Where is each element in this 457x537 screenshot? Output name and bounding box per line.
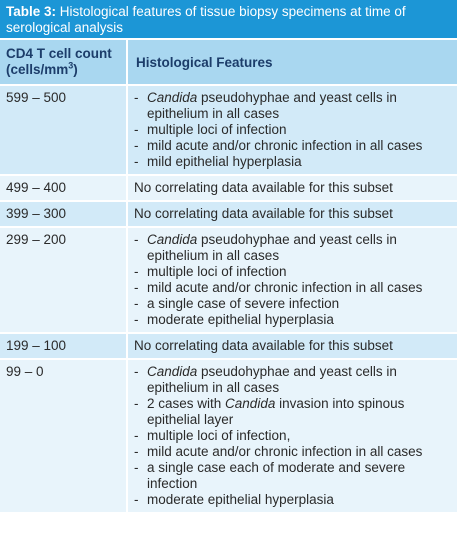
no-data-note: No correlating data available for this s… bbox=[134, 338, 393, 353]
feature-text: multiple loci of infection bbox=[147, 122, 287, 137]
caption-label: Table 3: bbox=[6, 4, 57, 19]
cd4-range-cell: 499 – 400 bbox=[0, 176, 128, 200]
no-data-note: No correlating data available for this s… bbox=[134, 180, 393, 195]
feature-organism: Candida bbox=[147, 232, 198, 247]
feature-text: pseudohyphae and yeast cells in epitheli… bbox=[147, 364, 397, 395]
no-data-note: No correlating data available for this s… bbox=[134, 206, 393, 221]
table-body: 599 – 500Candida pseudohyphae and yeast … bbox=[0, 86, 457, 514]
feature-item: Candida pseudohyphae and yeast cells in … bbox=[134, 232, 451, 264]
feature-list: Candida pseudohyphae and yeast cells in … bbox=[134, 232, 451, 328]
header-cd4-line2: (cells/mm3) bbox=[6, 60, 120, 78]
feature-organism: Candida bbox=[147, 364, 198, 379]
cd4-range-cell: 399 – 300 bbox=[0, 202, 128, 226]
table-row: 199 – 100 No correlating data available f… bbox=[0, 334, 457, 360]
feature-item: 2 cases with Candida invasion into spino… bbox=[134, 396, 451, 428]
header-unit-post: ) bbox=[73, 62, 78, 77]
table-row: 299 – 200Candida pseudohyphae and yeast … bbox=[0, 228, 457, 334]
header-cd4-count: CD4 T cell count (cells/mm3) bbox=[0, 40, 128, 84]
feature-item: multiple loci of infection, bbox=[134, 428, 451, 444]
table-row: 499 – 400 No correlating data available f… bbox=[0, 176, 457, 202]
feature-item: mild acute and/or chronic infection in a… bbox=[134, 444, 451, 460]
table-row: 599 – 500Candida pseudohyphae and yeast … bbox=[0, 86, 457, 176]
feature-item: mild acute and/or chronic infection in a… bbox=[134, 280, 451, 296]
features-cell: Candida pseudohyphae and yeast cells in … bbox=[128, 86, 457, 174]
header-unit-sup: 3 bbox=[68, 60, 74, 71]
header-cd4-line1: CD4 T cell count bbox=[6, 46, 112, 61]
feature-text: mild acute and/or chronic infection in a… bbox=[147, 444, 423, 459]
caption-text: Histological features of tissue biopsy s… bbox=[6, 4, 406, 35]
table-row: 99 – 0Candida pseudohyphae and yeast cel… bbox=[0, 360, 457, 514]
feature-item: mild acute and/or chronic infection in a… bbox=[134, 138, 451, 154]
features-cell: No correlating data available for this s… bbox=[128, 334, 457, 358]
features-cell: Candida pseudohyphae and yeast cells in … bbox=[128, 360, 457, 512]
features-cell: No correlating data available for this s… bbox=[128, 202, 457, 226]
feature-item: moderate epithelial hyperplasia bbox=[134, 492, 451, 508]
feature-item: a single case each of moderate and sever… bbox=[134, 460, 451, 492]
header-unit-pre: (cells/mm bbox=[6, 62, 69, 77]
cd4-range-cell: 599 – 500 bbox=[0, 86, 128, 174]
feature-item: multiple loci of infection bbox=[134, 122, 451, 138]
feature-list: Candida pseudohyphae and yeast cells in … bbox=[134, 90, 451, 170]
feature-text: multiple loci of infection, bbox=[147, 428, 291, 443]
feature-list: Candida pseudohyphae and yeast cells in … bbox=[134, 364, 451, 508]
feature-text: invasion into spinous epithelial layer bbox=[147, 396, 405, 427]
table-row: 399 – 300 No correlating data available f… bbox=[0, 202, 457, 228]
features-cell: Candida pseudohyphae and yeast cells in … bbox=[128, 228, 457, 332]
cd4-range-cell: 99 – 0 bbox=[0, 360, 128, 512]
feature-text: mild acute and/or chronic infection in a… bbox=[147, 138, 423, 153]
feature-item: moderate epithelial hyperplasia bbox=[134, 312, 451, 328]
feature-text: a single case of severe infection bbox=[147, 296, 340, 311]
feature-item: mild epithelial hyperplasia bbox=[134, 154, 451, 170]
feature-organism: Candida bbox=[225, 396, 276, 411]
feature-organism: Candida bbox=[147, 90, 198, 105]
features-cell: No correlating data available for this s… bbox=[128, 176, 457, 200]
feature-text: moderate epithelial hyperplasia bbox=[147, 312, 334, 327]
feature-item: Candida pseudohyphae and yeast cells in … bbox=[134, 90, 451, 122]
cd4-range-cell: 199 – 100 bbox=[0, 334, 128, 358]
feature-text: moderate epithelial hyperplasia bbox=[147, 492, 334, 507]
header-histological-features: Histological Features bbox=[136, 55, 273, 70]
feature-item: multiple loci of infection bbox=[134, 264, 451, 280]
feature-text: pseudohyphae and yeast cells in epitheli… bbox=[147, 90, 397, 121]
feature-text: mild acute and/or chronic infection in a… bbox=[147, 280, 423, 295]
feature-pre: 2 cases with bbox=[147, 396, 226, 411]
table-header-row: CD4 T cell count (cells/mm3) Histologica… bbox=[0, 38, 457, 86]
feature-item: a single case of severe infection bbox=[134, 296, 451, 312]
feature-item: Candida pseudohyphae and yeast cells in … bbox=[134, 364, 451, 396]
feature-text: a single case each of moderate and sever… bbox=[147, 460, 406, 491]
feature-text: pseudohyphae and yeast cells in epitheli… bbox=[147, 232, 397, 263]
feature-text: multiple loci of infection bbox=[147, 264, 287, 279]
table-caption: Table 3: Histological features of tissue… bbox=[0, 0, 457, 38]
feature-text: mild epithelial hyperplasia bbox=[147, 154, 302, 169]
cd4-range-cell: 299 – 200 bbox=[0, 228, 128, 332]
